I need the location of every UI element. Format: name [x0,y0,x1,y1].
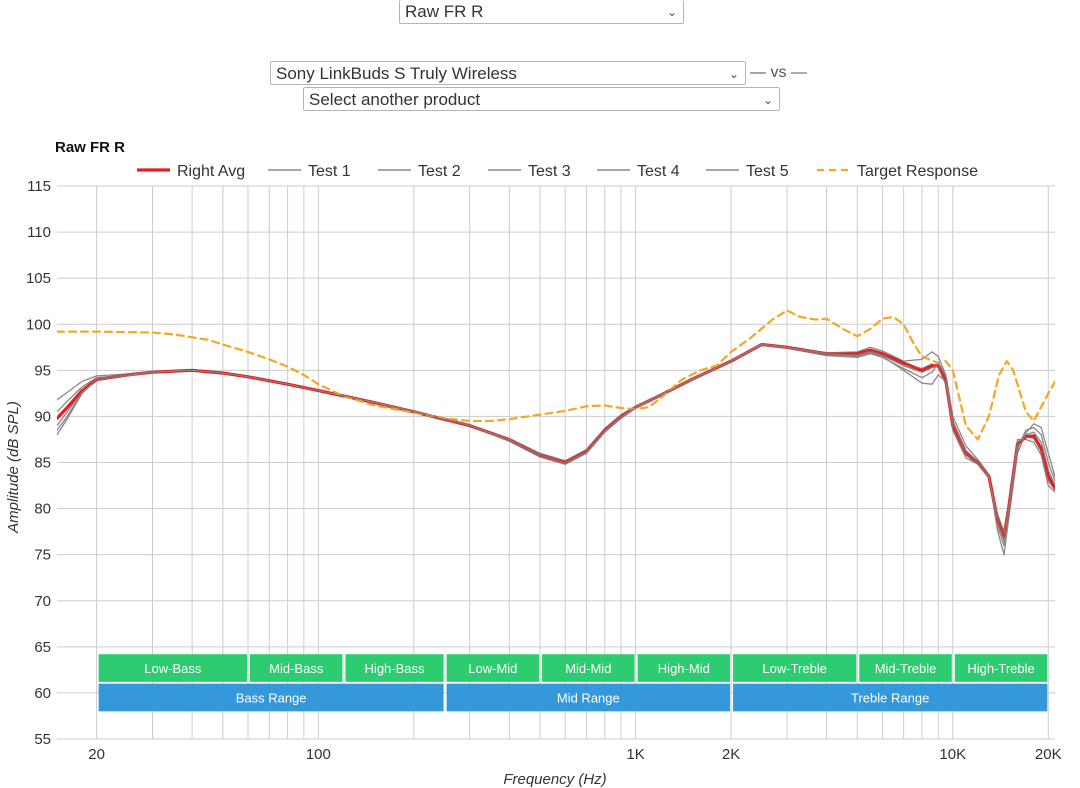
y-tick-label: 60 [34,685,51,702]
band-label: Mid Range [557,691,620,706]
band-rect [859,654,952,682]
series-line-test-4 [57,343,1055,556]
band-rect [446,683,731,712]
y-tick-label: 80 [34,501,51,518]
band-rect [98,683,444,712]
x-axis-label: Frequency (Hz) [503,771,606,788]
y-tick-label: 110 [27,224,51,241]
y-tick-label: 65 [34,639,51,656]
x-tick-label: 10K [939,746,966,763]
legend-label: Right Avg [177,163,245,180]
y-tick-label: 55 [34,731,51,748]
frequency-response-chart: Raw FR R Right Avg Test 1 Test 2 Test 3 Test… [5,139,1062,788]
band-rect [345,654,444,682]
band-rect [733,654,857,682]
band-label: High-Mid [658,661,710,676]
chart-axes: 55 60 65 70 75 80 85 90 95 100 105 110 115 20 100 1K 2K 1… [26,178,1062,763]
measurement-select[interactable]: Raw FR R ⌄ [399,0,684,24]
series-overlay-test-1 [57,344,1055,546]
x-tick-label: 100 [306,746,331,763]
legend-label: Test 5 [746,163,789,180]
chevron-down-icon: ⌄ [728,67,739,81]
vs-label: — vs — [750,64,807,81]
y-tick-label: 70 [34,593,51,610]
compare-select-value: Select another product [309,90,481,109]
y-tick-label: 115 [27,178,51,195]
y-tick-label: 105 [26,270,51,287]
x-tick-label: 20 [88,746,105,763]
x-tick-label: 20K [1035,746,1062,763]
product-select-value: Sony LinkBuds S Truly Wireless [276,64,517,83]
series-overlay-test-4 [57,344,1055,555]
chart-legend: Right Avg Test 1 Test 2 Test 3 Test 4 Test 5 T… [137,163,978,180]
band-label: Treble Range [851,691,929,706]
band-rect [249,654,343,682]
band-rect [542,654,635,682]
x-tick-label: 2K [722,746,740,763]
chart-grid [57,185,1055,740]
band-label: Low-Mid [468,661,517,676]
frequency-bands: Low-Bass Mid-Bass High-Bass Low-Mid Mid-Mid H… [98,654,1048,712]
band-rect [98,654,247,682]
band-label: Mid-Treble [875,661,937,676]
y-tick-label: 100 [26,316,51,333]
band-rect [954,654,1048,682]
y-axis-label: Amplitude (dB SPL) [5,401,22,534]
band-label: Bass Range [236,691,307,706]
y-tick-label: 75 [34,547,51,564]
band-rect [733,683,1048,712]
chevron-down-icon: ⌄ [762,93,773,107]
product-select[interactable]: Sony LinkBuds S Truly Wireless ⌄ [270,61,746,85]
series-overlay-test-5 [57,344,1055,541]
series-line-test-1 [57,344,1055,547]
band-rect [446,654,540,682]
chart-title: Raw FR R [55,139,125,156]
band-label: Low-Bass [144,661,202,676]
y-tick-label: 85 [34,455,51,472]
compare-select[interactable]: Select another product ⌄ [303,87,780,111]
y-tick-label: 90 [34,408,51,425]
legend-label: Test 2 [418,163,461,180]
band-label: High-Bass [365,661,425,676]
chart-series [57,309,1055,556]
band-label: Mid-Bass [269,661,324,676]
x-tick-label: 1K [626,746,644,763]
band-label: High-Treble [967,661,1034,676]
legend-label: Test 4 [637,163,680,180]
chevron-down-icon: ⌄ [666,5,677,19]
y-tick-label: 95 [34,362,51,379]
legend-label: Target Response [857,163,978,180]
measurement-select-value: Raw FR R [405,2,484,21]
series-line-target-response [57,309,1055,441]
series-line-right-avg [57,342,1055,538]
band-rect [637,654,731,682]
band-label: Low-Treble [762,661,827,676]
legend-label: Test 1 [308,163,351,180]
legend-label: Test 3 [528,163,571,180]
band-label: Mid-Mid [565,661,611,676]
